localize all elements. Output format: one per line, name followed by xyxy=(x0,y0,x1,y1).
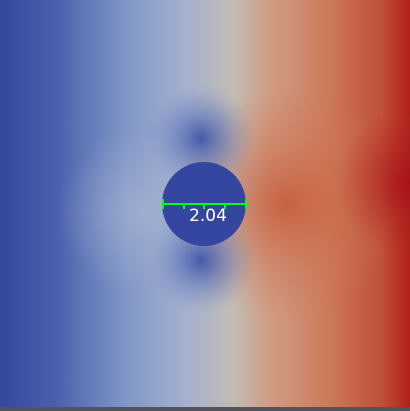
measurement-ruler[interactable] xyxy=(162,199,247,209)
viewport-bottom-border xyxy=(0,407,410,411)
ruler-distance-label: 2.04 xyxy=(189,206,227,226)
